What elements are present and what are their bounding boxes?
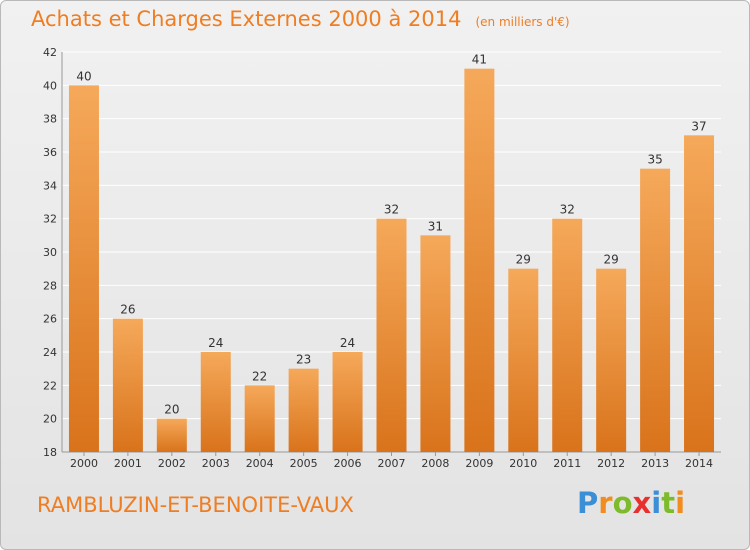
x-tick-label: 2000 bbox=[70, 457, 98, 470]
y-tick-label: 26 bbox=[43, 313, 57, 326]
y-tick-label: 28 bbox=[43, 279, 57, 292]
x-tick-label: 2009 bbox=[465, 457, 493, 470]
bar bbox=[288, 368, 319, 452]
bar bbox=[68, 85, 99, 452]
x-tick-label: 2003 bbox=[202, 457, 230, 470]
y-tick-label: 40 bbox=[43, 79, 57, 92]
data-label: 32 bbox=[384, 203, 399, 217]
x-tick-label: 2004 bbox=[246, 457, 274, 470]
x-tick-label: 2007 bbox=[378, 457, 406, 470]
bar bbox=[332, 352, 363, 452]
bar bbox=[112, 318, 143, 452]
data-label: 37 bbox=[691, 119, 706, 133]
x-tick-label: 2013 bbox=[641, 457, 669, 470]
logo-letter: i bbox=[651, 486, 662, 520]
bar bbox=[376, 218, 407, 452]
x-tick-label: 2014 bbox=[685, 457, 713, 470]
data-label: 22 bbox=[252, 369, 267, 383]
x-tick-label: 2006 bbox=[334, 457, 362, 470]
y-tick-label: 20 bbox=[43, 413, 57, 426]
x-tick-label: 2001 bbox=[114, 457, 142, 470]
logo-letter: P bbox=[577, 486, 599, 520]
y-tick-label: 42 bbox=[43, 46, 57, 59]
y-tick-label: 36 bbox=[43, 146, 57, 159]
data-label: 32 bbox=[560, 203, 575, 217]
x-tick-label: 2002 bbox=[158, 457, 186, 470]
data-label: 20 bbox=[164, 403, 179, 417]
bar bbox=[156, 418, 187, 452]
logo-letter: i bbox=[675, 486, 686, 520]
chart-unit: (en milliers d'€) bbox=[475, 15, 570, 29]
y-tick-label: 22 bbox=[43, 379, 57, 392]
logo-letter: o bbox=[612, 486, 633, 520]
data-label: 41 bbox=[472, 53, 487, 67]
data-label: 24 bbox=[340, 336, 355, 350]
data-labels: 40 26 20 24 22 23 24 32 31 41 29 32 29 35 37 bbox=[76, 53, 706, 417]
bar bbox=[596, 268, 627, 452]
bar bbox=[552, 218, 583, 452]
chart-title-text: Achats et Charges Externes 2000 à 2014 bbox=[31, 7, 462, 31]
y-tick-label: 34 bbox=[43, 179, 57, 192]
logo-letter: r bbox=[598, 486, 613, 520]
data-label: 23 bbox=[296, 353, 311, 367]
y-tick-label: 38 bbox=[43, 113, 57, 126]
bar bbox=[684, 135, 715, 453]
y-tick-label: 24 bbox=[43, 346, 57, 359]
x-tick-label: 2010 bbox=[509, 457, 537, 470]
logo-letter: t bbox=[661, 486, 676, 520]
bar bbox=[640, 168, 671, 452]
x-tick-labels: 2000 2001 2002 2003 2004 2005 2006 2007 2008 2009… bbox=[70, 457, 713, 470]
bar bbox=[464, 68, 495, 453]
y-tick-labels: 18 20 22 24 26 28 30 32 34 36 38 40 42 bbox=[43, 46, 57, 459]
proxiti-logo: Proxiti bbox=[577, 486, 685, 520]
data-label: 24 bbox=[208, 336, 223, 350]
y-tick-label: 18 bbox=[43, 446, 57, 459]
x-tick-label: 2011 bbox=[553, 457, 581, 470]
data-label: 40 bbox=[76, 69, 91, 83]
y-tick-label: 30 bbox=[43, 246, 57, 259]
data-label: 29 bbox=[516, 253, 531, 267]
data-label: 29 bbox=[604, 253, 619, 267]
logo-letter: x bbox=[632, 486, 652, 520]
x-tick-label: 2012 bbox=[597, 457, 625, 470]
place-name: RAMBLUZIN-ET-BENOITE-VAUX bbox=[37, 493, 354, 517]
data-label: 31 bbox=[428, 219, 443, 233]
bar bbox=[508, 268, 539, 452]
data-label: 26 bbox=[120, 303, 135, 317]
bar bbox=[244, 385, 275, 452]
bars bbox=[68, 68, 715, 453]
bar bbox=[200, 352, 231, 452]
data-label: 35 bbox=[647, 153, 662, 167]
bar bbox=[420, 235, 451, 452]
x-tick-label: 2005 bbox=[290, 457, 318, 470]
y-tick-label: 32 bbox=[43, 213, 57, 226]
x-tick-label: 2008 bbox=[421, 457, 449, 470]
chart-title: Achats et Charges Externes 2000 à 2014 (e… bbox=[31, 7, 570, 31]
